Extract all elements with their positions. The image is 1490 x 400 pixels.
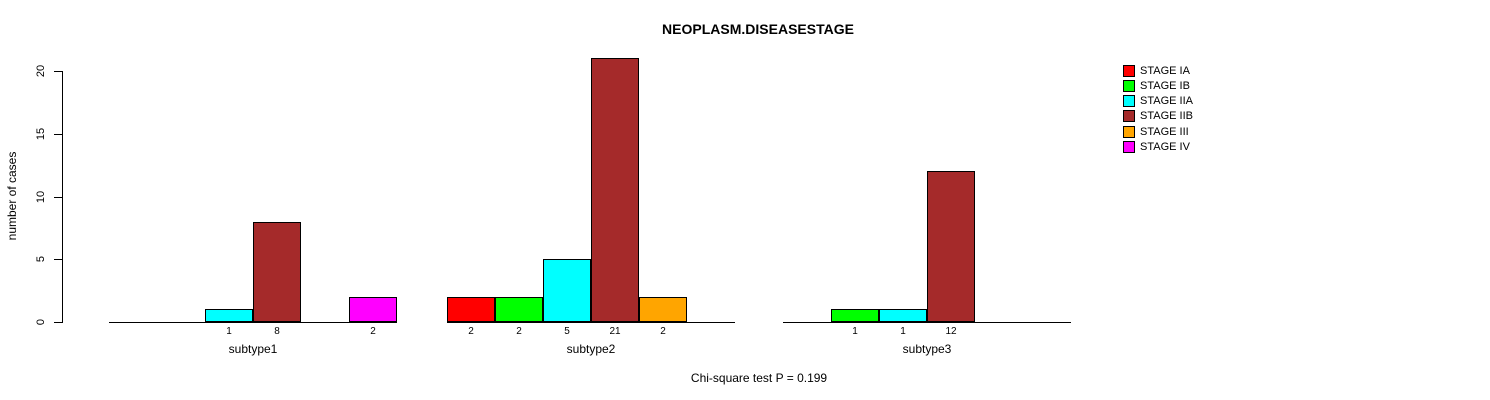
y-axis-tick <box>54 322 62 323</box>
x-axis-baseline <box>783 322 1071 323</box>
y-axis-tick-label: 0 <box>35 318 47 326</box>
legend-item: STAGE IIA <box>1123 95 1193 108</box>
legend-label: STAGE III <box>1140 125 1189 138</box>
x-axis-group-label: subtype2 <box>566 342 616 356</box>
bar-value-label: 1 <box>900 326 906 337</box>
legend-item: STAGE III <box>1123 125 1189 138</box>
bar-value-label: 8 <box>274 326 280 337</box>
legend-item: STAGE IB <box>1123 79 1190 92</box>
bar-value-label: 2 <box>516 326 522 337</box>
y-axis-label: number of cases <box>5 151 19 241</box>
chart-title: NEOPLASM.DISEASESTAGE <box>662 21 854 37</box>
legend-item: STAGE IIB <box>1123 110 1193 123</box>
bar-value-label: 1 <box>226 326 232 337</box>
bar-value-label: 5 <box>564 326 570 337</box>
y-axis-tick-label: 15 <box>35 127 47 140</box>
legend-label: STAGE IA <box>1140 64 1190 77</box>
bar-value-label: 2 <box>660 326 666 337</box>
legend-swatch-stage-ia <box>1123 64 1135 77</box>
legend-swatch-stage-iia <box>1123 95 1135 108</box>
y-axis-tick-label: 10 <box>35 190 47 203</box>
legend-label: STAGE IIB <box>1140 110 1193 123</box>
legend-label: STAGE IV <box>1140 141 1190 153</box>
chi-square-annotation: Chi-square test P = 0.199 <box>690 371 828 385</box>
y-axis-tick <box>54 259 62 261</box>
y-axis-line <box>62 71 63 323</box>
bar-stage-iia-subtype3 <box>879 309 927 322</box>
x-axis-group-label: subtype3 <box>902 342 952 356</box>
y-axis-tick <box>54 196 62 198</box>
bar-stage-iia-subtype2 <box>543 259 591 322</box>
x-axis-baseline <box>447 322 735 323</box>
bar-value-label: 2 <box>370 326 376 337</box>
y-axis-tick-label: 5 <box>35 256 47 263</box>
legend-swatch-stage-iv <box>1123 141 1135 153</box>
y-axis-tick <box>54 133 62 135</box>
bar-value-label: 21 <box>609 326 621 337</box>
bar-stage-iia-subtype1 <box>205 309 253 322</box>
bar-stage-iib-subtype3 <box>927 171 975 322</box>
bar-stage-iii-subtype2 <box>639 297 687 322</box>
legend-swatch-stage-iib <box>1123 110 1135 123</box>
x-axis-group-label: subtype1 <box>228 342 278 356</box>
legend-item: STAGE IV <box>1123 141 1190 154</box>
bar-value-label: 1 <box>852 326 858 337</box>
y-axis-tick <box>54 71 62 72</box>
bar-stage-iib-subtype2 <box>591 58 639 322</box>
legend-label: STAGE IB <box>1140 79 1190 92</box>
legend-item: STAGE IA <box>1123 64 1190 77</box>
bar-value-label: 2 <box>468 326 474 337</box>
legend-swatch-stage-iii <box>1123 125 1135 138</box>
bar-stage-ib-subtype3 <box>831 309 879 322</box>
bar-stage-iib-subtype1 <box>253 222 301 322</box>
bar-value-label: 12 <box>945 326 957 337</box>
y-axis-tick-label: 20 <box>35 64 47 78</box>
x-axis-baseline <box>109 322 397 323</box>
legend-label: STAGE IIA <box>1140 95 1193 108</box>
bar-stage-ib-subtype2 <box>495 297 543 322</box>
bar-stage-iv-subtype1 <box>349 297 397 322</box>
legend-swatch-stage-ib <box>1123 79 1135 92</box>
bar-stage-ia-subtype2 <box>447 297 495 322</box>
